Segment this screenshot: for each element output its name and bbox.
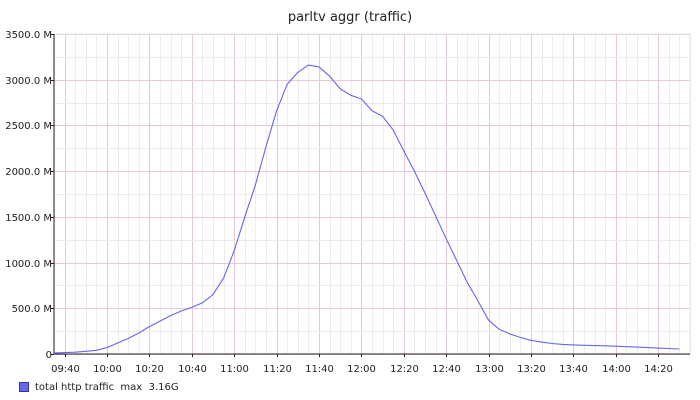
x-tick-label: 13:00: [475, 364, 504, 375]
x-tick-label: 12:00: [347, 364, 376, 375]
x-tick-label: 13:20: [517, 364, 546, 375]
legend-swatch: [19, 382, 29, 392]
x-tick-label: 10:20: [135, 364, 164, 375]
x-tick-label: 12:20: [390, 364, 419, 375]
x-tick-label: 11:00: [220, 364, 249, 375]
y-tick-label: 0: [46, 350, 52, 361]
series-layer: [53, 64, 680, 354]
y-tick-label: 1000.0 M: [5, 259, 52, 270]
y-tick-label: 500.0 M: [12, 304, 52, 315]
x-tick-label: 10:00: [93, 364, 122, 375]
y-tick-label: 1500.0 M: [5, 213, 52, 224]
x-tick-label: 11:40: [305, 364, 334, 375]
x-axis-ticks: 09:40 10:00 10:20 10:40 11:00 11:20 11:40 12:00…: [51, 354, 673, 375]
y-tick-label: 2000.0 M: [5, 167, 52, 178]
y-tick-label: 3500.0 M: [5, 30, 52, 41]
series-line-total-http-traffic: [53, 64, 680, 354]
x-tick-label: 10:40: [178, 364, 207, 375]
x-tick-label: 11:20: [263, 364, 292, 375]
x-tick-label: 12:40: [432, 364, 461, 375]
legend: total http traffic max 3.16G: [19, 380, 179, 394]
y-axis-ticks: 0 500.0 M 1000.0 M 1500.0 M 2000.0 M 2500.0 M…: [5, 30, 54, 361]
x-tick-label: 14:20: [644, 364, 673, 375]
x-tick-label: 13:40: [559, 364, 588, 375]
y-tick-label: 3000.0 M: [5, 76, 52, 87]
y-tick-label: 2500.0 M: [5, 121, 52, 132]
x-tick-label: 09:40: [51, 364, 80, 375]
grid-lines: [54, 34, 691, 355]
legend-label: total http traffic max 3.16G: [35, 381, 179, 393]
x-tick-label: 14:00: [602, 364, 631, 375]
chart-title: parltv aggr (traffic): [288, 10, 412, 25]
